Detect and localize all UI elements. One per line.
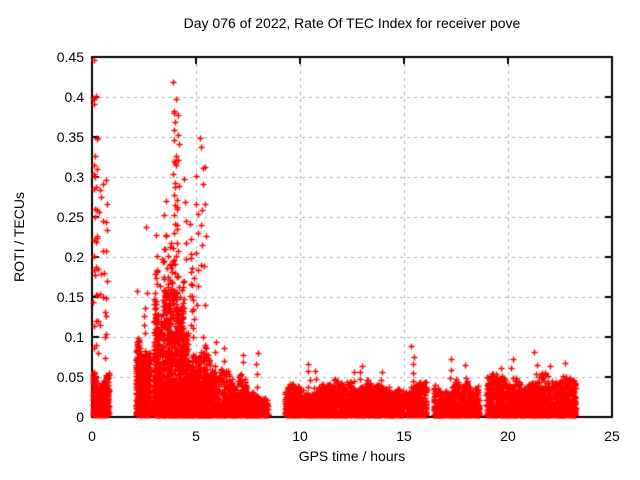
y-tick-label: 0 (76, 409, 84, 425)
x-tick-label: 0 (88, 428, 96, 444)
y-tick-label: 0.4 (64, 89, 84, 105)
x-tick-label: 15 (396, 428, 412, 444)
y-tick-label: 0.05 (56, 369, 84, 385)
y-tick-label: 0.2 (64, 249, 84, 265)
x-tick-label: 5 (192, 428, 200, 444)
x-tick-label: 20 (500, 428, 516, 444)
x-tick-label: 25 (604, 428, 620, 444)
y-tick-label: 0.1 (64, 329, 84, 345)
y-tick-label: 0.35 (56, 129, 84, 145)
x-axis-label: GPS time / hours (298, 448, 406, 464)
x-tick-label: 10 (292, 428, 308, 444)
y-tick-label: 0.15 (56, 289, 84, 305)
chart-title: Day 076 of 2022, Rate Of TEC Index for r… (183, 15, 521, 31)
y-tick-label: 0.3 (64, 169, 84, 185)
y-tick-label: 0.45 (56, 49, 84, 65)
y-axis-label: ROTI / TECUs (11, 192, 27, 282)
y-tick-label: 0.25 (56, 209, 84, 225)
